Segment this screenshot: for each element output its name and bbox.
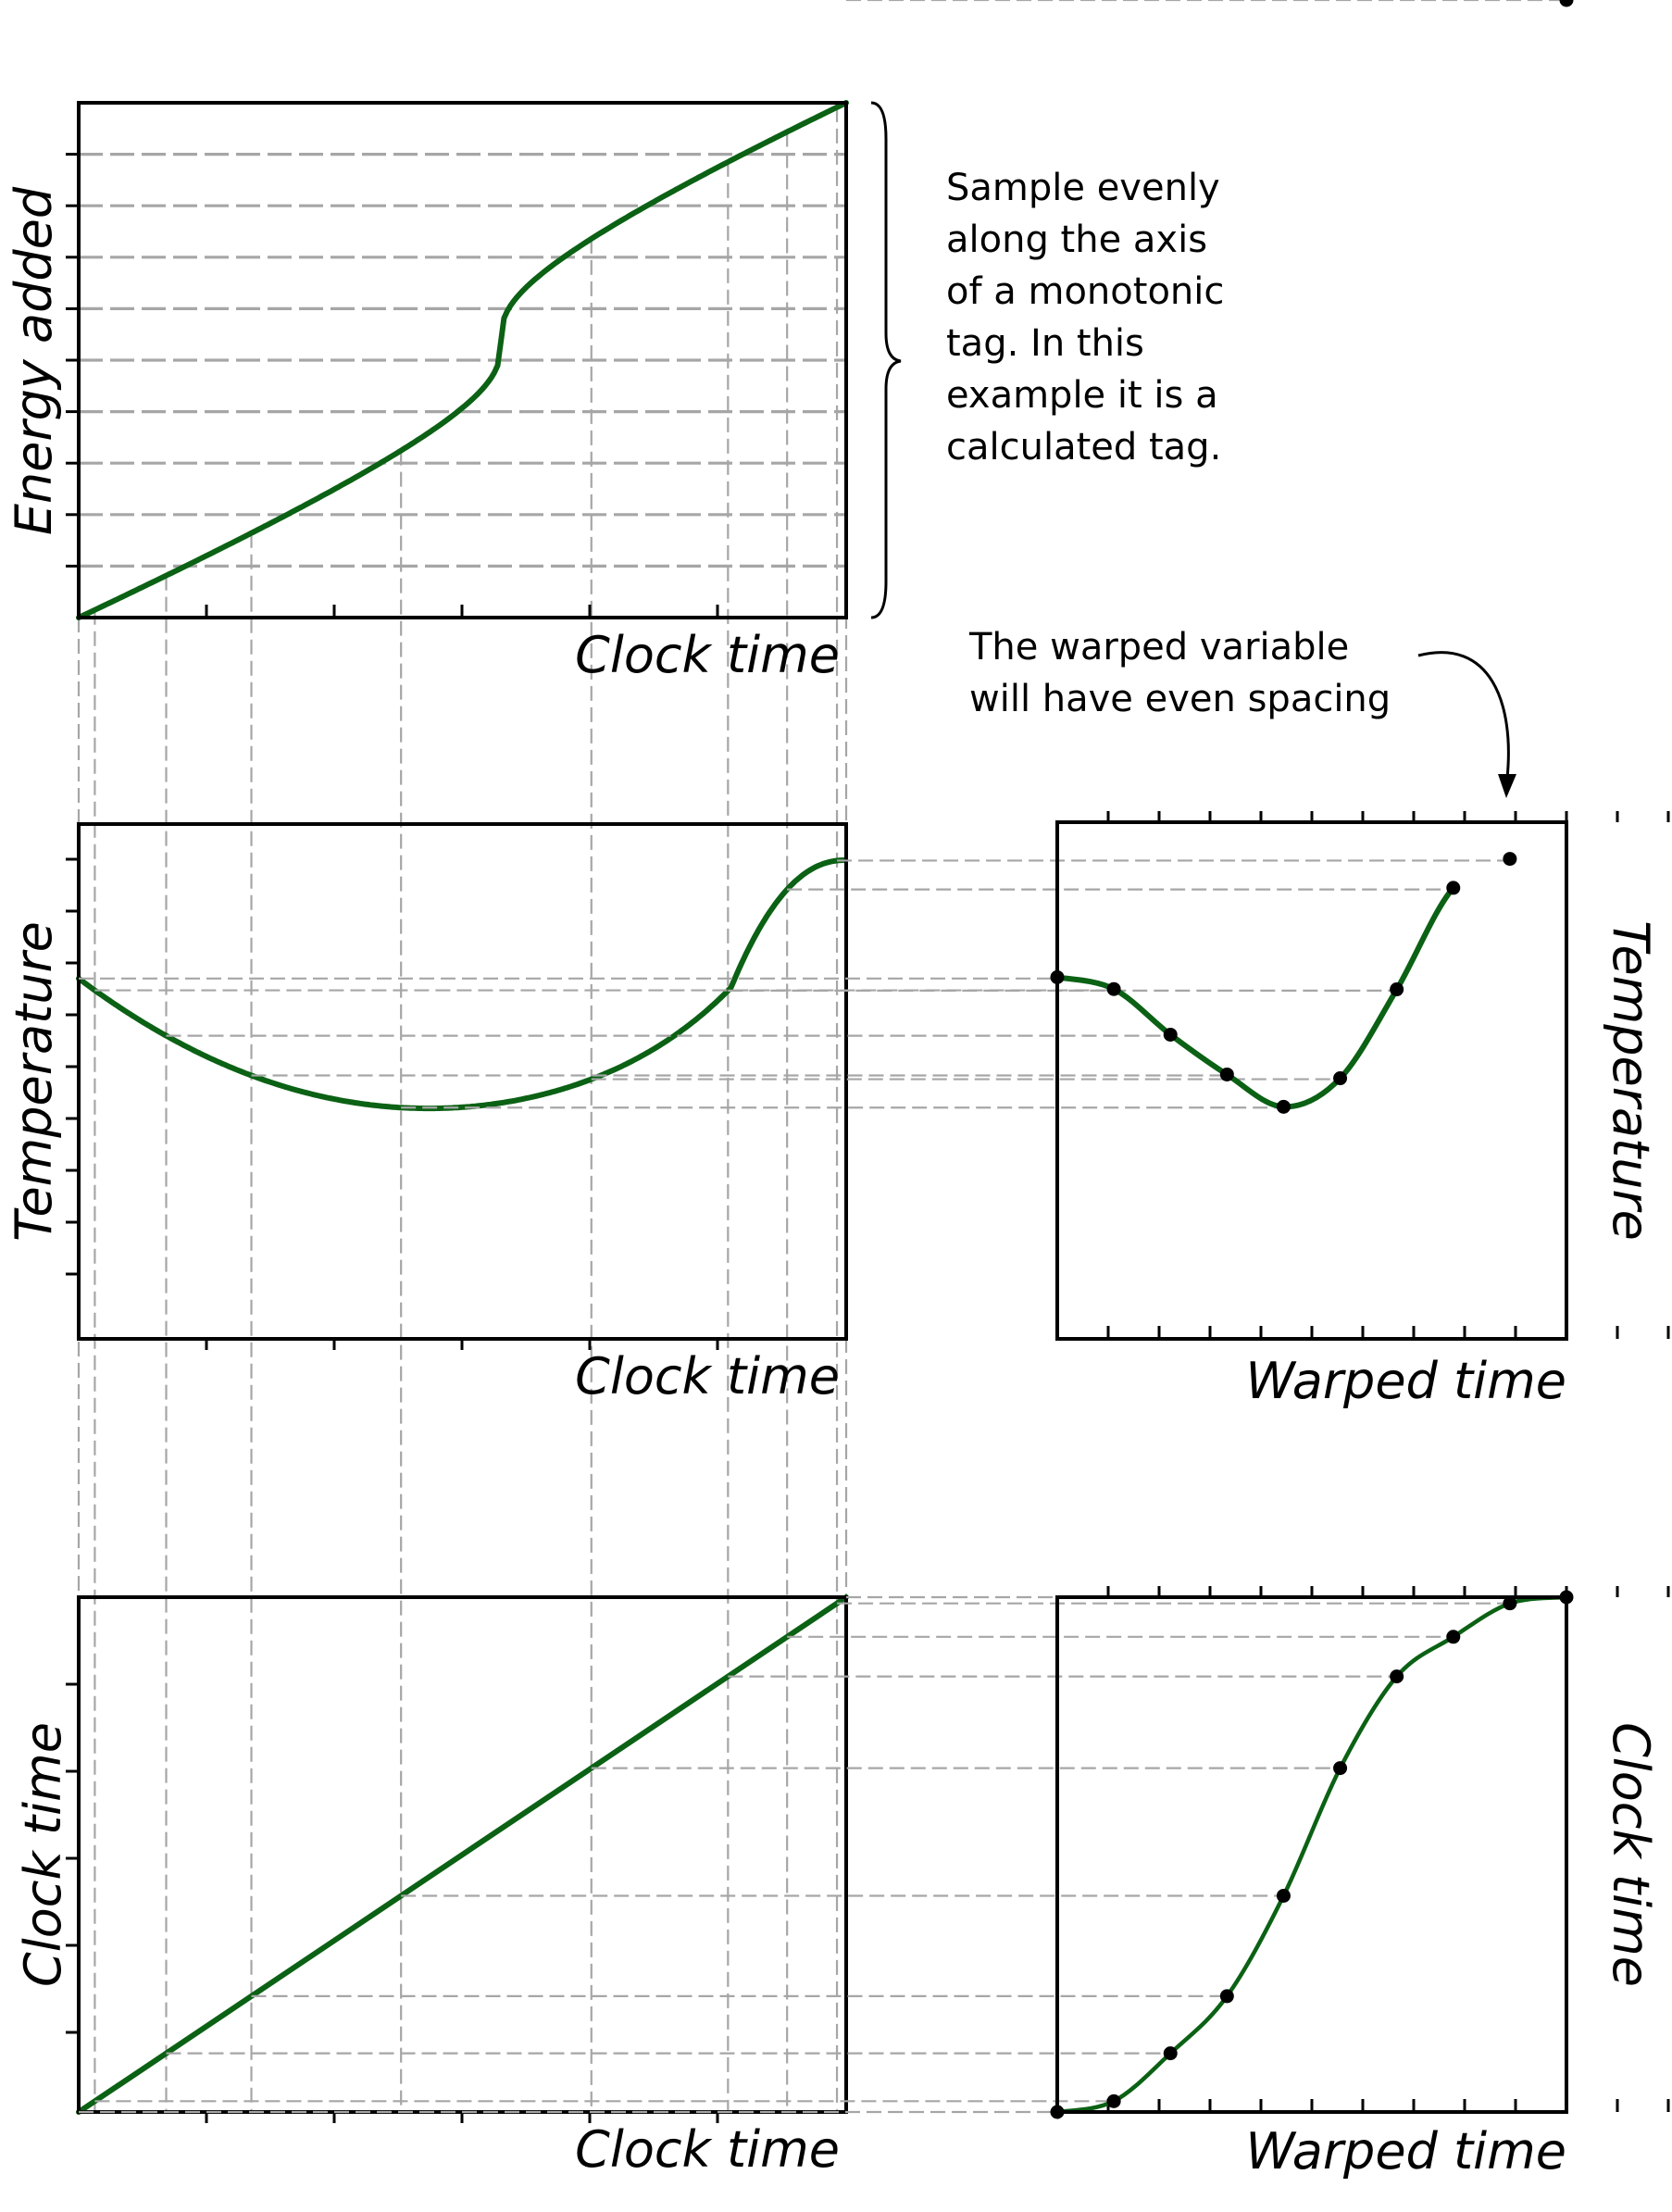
temperature-y-label: Temperature <box>5 921 63 1242</box>
sample-point <box>1503 1596 1517 1611</box>
sample-note-line: along the axis <box>946 219 1207 261</box>
temperature-frame <box>77 822 848 1341</box>
energy-curve <box>76 100 849 620</box>
sample-note-line: calculated tag. <box>946 426 1221 469</box>
warped-temperature-frame <box>1055 820 1568 1341</box>
warp-note-line: will have even spacing <box>969 678 1391 720</box>
sample-point <box>1559 0 1574 7</box>
warped-temperature-panel: Warped time Temperature <box>1050 0 1670 1410</box>
sample-point <box>1106 2093 1121 2108</box>
sample-point <box>1106 981 1121 996</box>
energy-axis-ticks <box>66 153 719 618</box>
sample-note-line: example it is a <box>946 374 1218 417</box>
energy-frame <box>77 101 848 619</box>
sample-point <box>1390 1669 1404 1684</box>
temperature-axis-ticks <box>66 857 719 1350</box>
sample-note: Sample evenly along the axis of a monoto… <box>946 167 1224 469</box>
sample-point <box>1333 1761 1348 1776</box>
sample-point <box>1446 1630 1461 1644</box>
energy-y-label: Energy added <box>5 186 63 535</box>
temperature-horizontal-guides <box>79 0 1566 1109</box>
temperature-curve <box>76 857 847 1112</box>
warped-clock-frame <box>1055 1595 1568 2114</box>
sample-point <box>1390 982 1404 997</box>
sample-point <box>1276 1099 1291 1114</box>
warp-arrow-line <box>1417 651 1510 779</box>
warped-temperature-samples <box>1050 0 1574 1114</box>
warped-clock-samples <box>1050 1590 1574 2119</box>
energy-panel: Clock time Energy added <box>5 100 849 684</box>
arrow-head-icon <box>1498 774 1516 798</box>
sample-point <box>1503 852 1517 867</box>
clock-x-label: Clock time <box>575 2120 840 2179</box>
sample-point <box>1163 2046 1178 2061</box>
sample-point <box>1446 881 1461 895</box>
sample-note-line: tag. In this <box>946 322 1144 365</box>
clock-y-label: Clock time <box>14 1722 72 1987</box>
curly-brace <box>870 101 902 619</box>
sample-point <box>1333 1071 1348 1086</box>
clock-panel: Clock time Clock time <box>14 1594 849 2179</box>
sample-note-line: of a monotonic <box>946 270 1224 313</box>
warped-temperature-y-label: Temperature <box>1602 920 1660 1241</box>
warped-temperature-x-label: Warped time <box>1245 1352 1566 1410</box>
clock-horizontal-guides <box>79 1595 1566 2114</box>
warp-note-line: The warped variable <box>968 626 1349 669</box>
warped-temperature-axis-ticks <box>1106 811 1670 1339</box>
warp-note: The warped variable will have even spaci… <box>968 626 1516 798</box>
warped-clock-panel: Warped time Clock time <box>1050 1586 1670 2181</box>
energy-x-label: Clock time <box>575 626 840 684</box>
temperature-panel: Clock time Temperature <box>5 822 848 1406</box>
sample-point <box>1276 1888 1291 1903</box>
sample-point <box>1219 1989 1234 2004</box>
warped-temperature-curve <box>1054 884 1456 1110</box>
clock-identity-line <box>76 1594 849 2115</box>
warped-clock-curve <box>1054 1594 1569 2115</box>
sample-note-line: Sample evenly <box>946 167 1220 209</box>
sample-point <box>1219 1067 1234 1081</box>
temperature-x-label: Clock time <box>575 1347 840 1406</box>
warped-clock-x-label: Warped time <box>1245 2122 1566 2181</box>
energy-horizontal-guides <box>79 153 846 569</box>
sample-point <box>1163 1027 1178 1042</box>
warped-clock-y-label: Clock time <box>1602 1722 1660 1987</box>
